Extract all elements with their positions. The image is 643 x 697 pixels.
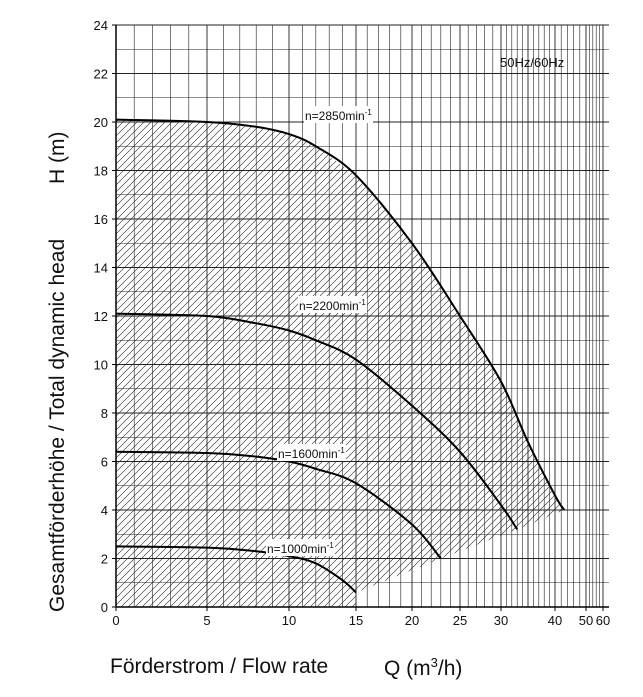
y-tick-label: 14 bbox=[94, 261, 108, 276]
x-tick-label: 25 bbox=[453, 613, 467, 628]
x-tick-label: 30 bbox=[494, 613, 508, 628]
series-label-2850: n=2850min-1 bbox=[304, 106, 373, 123]
y-tick-label: 20 bbox=[94, 115, 108, 130]
y-tick-label: 12 bbox=[94, 309, 108, 324]
curve-series-2 bbox=[115, 450, 442, 560]
y-tick-label: 0 bbox=[101, 600, 108, 615]
x-axis-label: Förderstrom / Flow rate bbox=[110, 655, 329, 678]
y-tick-label: 10 bbox=[94, 358, 108, 373]
y-tick-label: 8 bbox=[101, 406, 108, 421]
x-axis-symbol: Q (m3/h) bbox=[384, 655, 463, 680]
y-tick-label: 2 bbox=[101, 552, 108, 567]
y-tick-label: 16 bbox=[94, 212, 108, 227]
curve-series-0 bbox=[115, 118, 566, 511]
y-axis-label: Gesamtförderhöhe / Total dynamic head bbox=[46, 238, 69, 612]
series-label-1600: n=1600min-1 bbox=[277, 444, 346, 461]
x-tick-label: 20 bbox=[405, 613, 419, 628]
pump-curves bbox=[115, 118, 566, 594]
x-tick-label: 40 bbox=[548, 613, 562, 628]
curve-series-1 bbox=[115, 312, 519, 530]
x-tick-label: 15 bbox=[349, 613, 363, 628]
y-tick-label: 6 bbox=[101, 455, 108, 470]
frequency-annotation: 50Hz/60Hz bbox=[500, 55, 565, 70]
y-tick-label: 4 bbox=[101, 503, 108, 518]
curve-series-3 bbox=[115, 545, 357, 594]
y-axis-title: Gesamtförderhöhe / Total dynamic head H … bbox=[38, 0, 78, 612]
series-label-2200: n=2200min-1 bbox=[298, 296, 367, 313]
y-tick-label: 22 bbox=[94, 67, 108, 82]
x-tick-label: 10 bbox=[282, 613, 296, 628]
series-label-1000: n=1000min-1 bbox=[266, 539, 335, 556]
y-tick-label: 18 bbox=[94, 164, 108, 179]
operating-range-hatch bbox=[116, 119, 565, 607]
x-tick-label: 50 bbox=[579, 613, 593, 628]
x-tick-label: 0 bbox=[112, 613, 119, 628]
y-tick-label: 24 bbox=[94, 18, 108, 33]
x-tick-label: 5 bbox=[203, 613, 210, 628]
x-tick-label: 60 bbox=[596, 613, 610, 628]
y-axis-symbol: H (m) bbox=[46, 131, 69, 184]
